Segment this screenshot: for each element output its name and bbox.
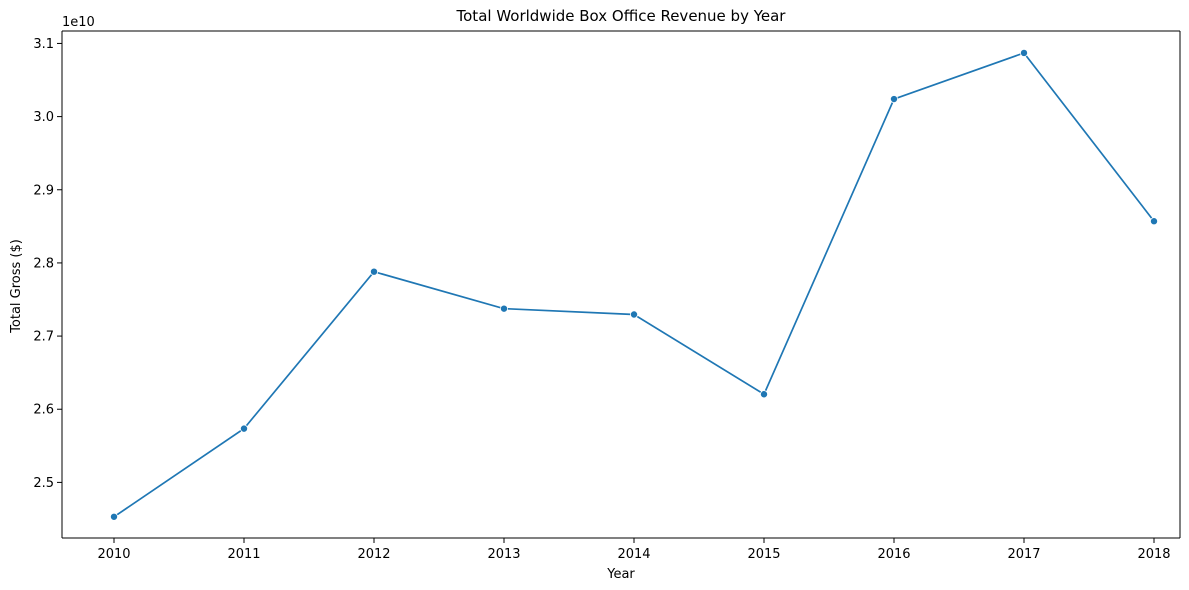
- x-tick-label: 2010: [97, 547, 130, 562]
- data-point: [1150, 217, 1159, 226]
- x-tick-label: 2015: [747, 547, 780, 562]
- x-axis-label: Year: [606, 567, 635, 582]
- y-axis-offset-label: 1e10: [62, 15, 95, 30]
- y-axis-label: Total Gross ($): [9, 239, 24, 334]
- y-tick-label: 2.8: [33, 256, 54, 271]
- chart-title: Total Worldwide Box Office Revenue by Ye…: [456, 7, 787, 25]
- x-tick-label: 2016: [877, 547, 910, 562]
- y-tick-label: 3.0: [33, 110, 54, 125]
- y-tick-label: 2.5: [33, 476, 54, 491]
- data-point: [110, 512, 119, 521]
- data-point: [1020, 48, 1029, 57]
- x-tick-label: 2017: [1007, 547, 1040, 562]
- data-point: [499, 304, 508, 313]
- data-point: [890, 95, 899, 104]
- data-point: [369, 267, 378, 276]
- x-tick-label: 2012: [357, 547, 390, 562]
- y-tick-label: 2.9: [33, 183, 54, 198]
- y-tick-label: 3.1: [33, 37, 54, 52]
- y-tick-label: 2.7: [33, 330, 54, 345]
- series-line: [113, 51, 1155, 518]
- x-tick-label: 2018: [1137, 547, 1170, 562]
- x-tick-label: 2013: [487, 547, 520, 562]
- x-tick-label: 2014: [617, 547, 650, 562]
- data-point: [760, 390, 769, 399]
- x-tick-label: 2011: [227, 547, 260, 562]
- y-tick-label: 2.6: [33, 403, 54, 418]
- data-point: [239, 424, 248, 433]
- plot-area: 2010 2011 2012 2013 2014 2015 2016 2017 2018 2.5 2…: [33, 30, 1181, 562]
- data-point: [630, 310, 639, 319]
